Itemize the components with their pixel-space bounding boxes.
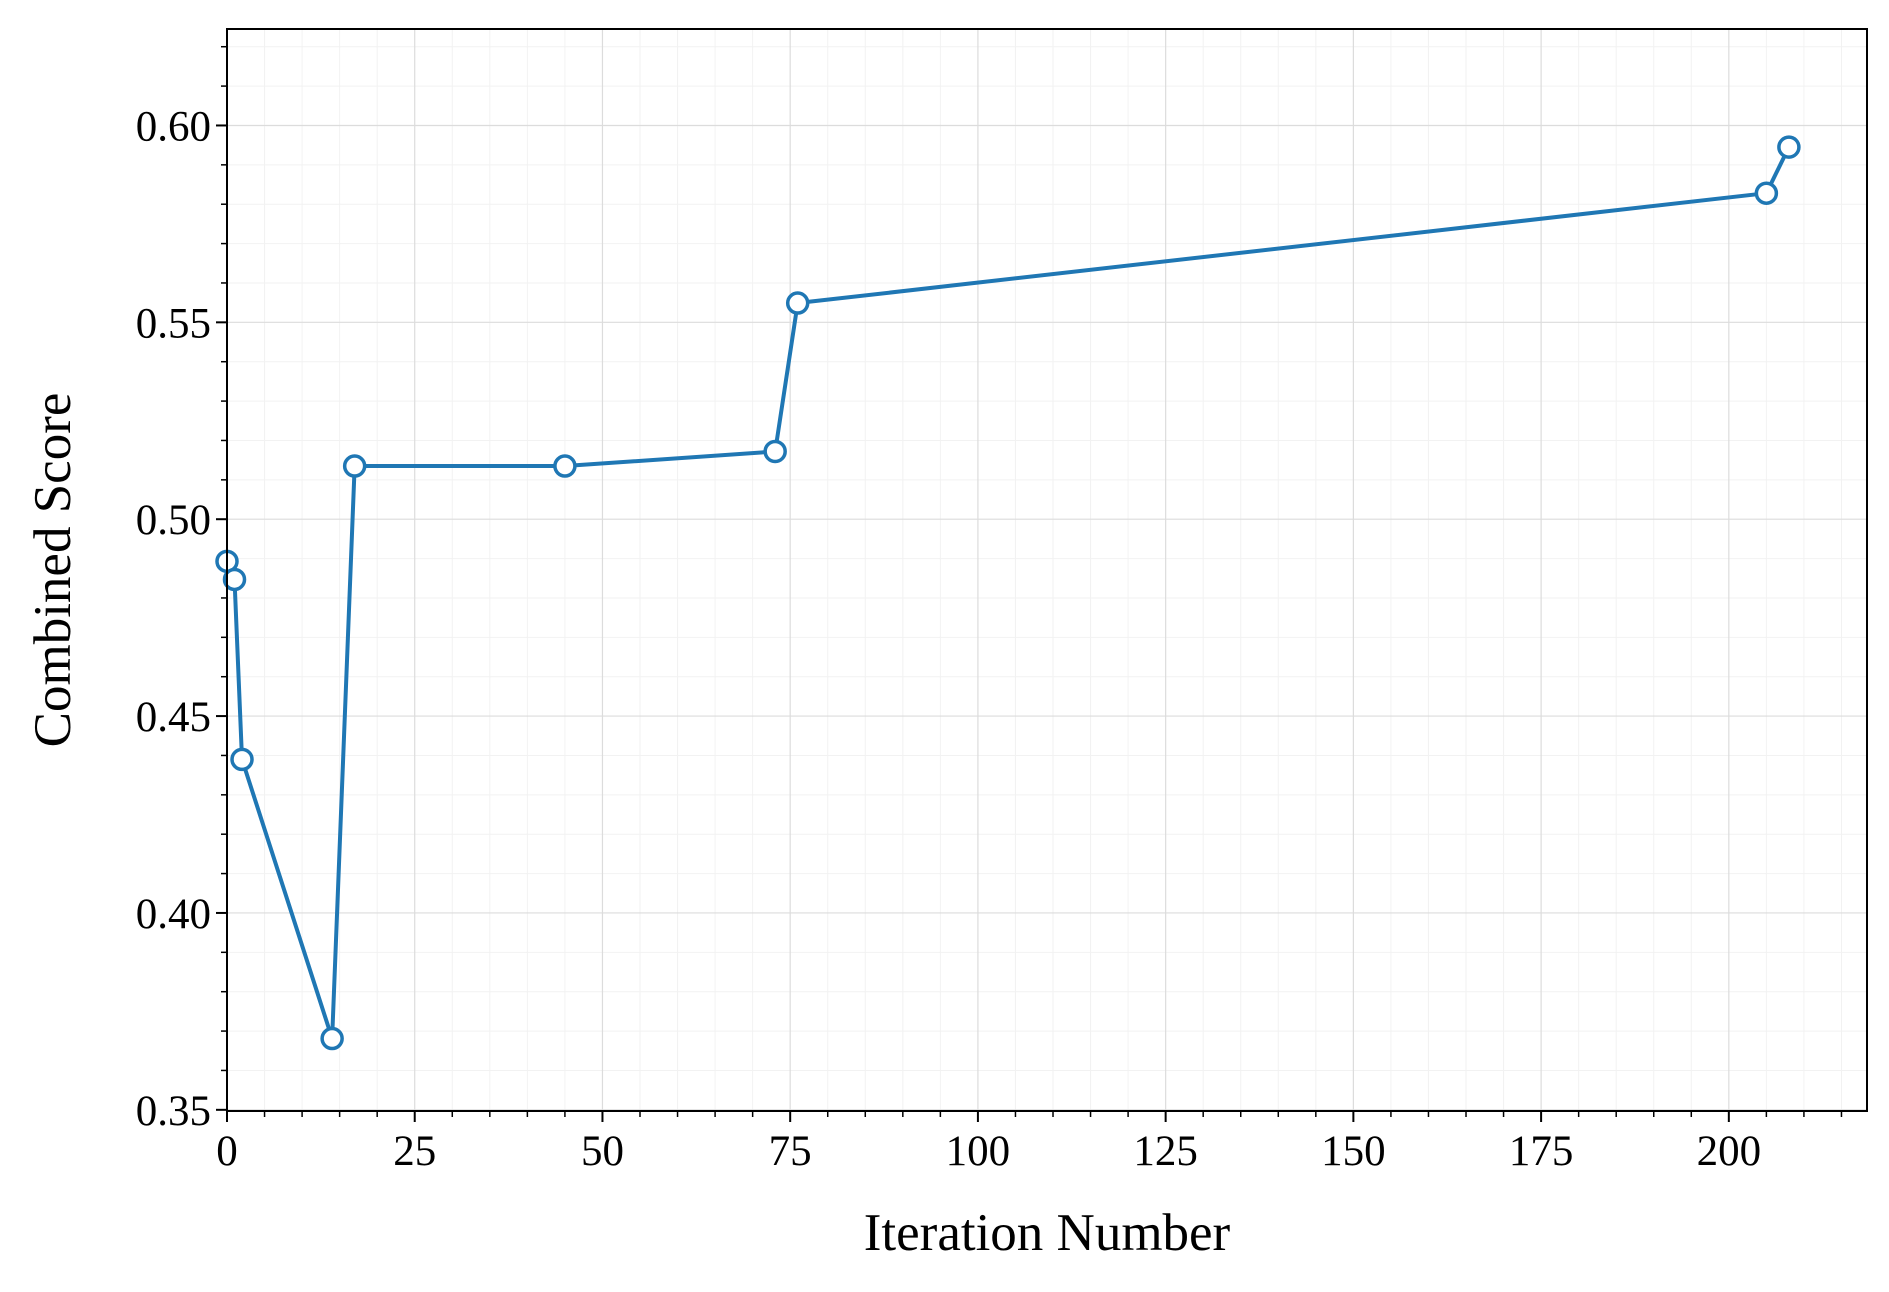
y-axis-label: Combined Score xyxy=(24,393,82,748)
y-tick-label: 0.35 xyxy=(136,1088,211,1135)
y-tick-label: 0.55 xyxy=(136,300,211,347)
point xyxy=(1777,135,1801,159)
y-tick-label: 0.45 xyxy=(136,694,211,741)
y-tick-label: 0.60 xyxy=(136,103,211,150)
x-tick-label: 25 xyxy=(393,1128,436,1175)
x-axis-label: Iteration Number xyxy=(864,1204,1231,1262)
point xyxy=(1754,181,1779,205)
x-tick-label: 200 xyxy=(1697,1128,1762,1175)
point xyxy=(553,454,577,478)
x-tick-label: 50 xyxy=(581,1128,624,1175)
point xyxy=(785,291,810,315)
x-tick-label: 75 xyxy=(769,1128,812,1175)
x-tick-label: 125 xyxy=(1133,1128,1198,1175)
y-tick-label: 0.50 xyxy=(136,497,211,544)
x-tick-label: 150 xyxy=(1321,1128,1386,1175)
point xyxy=(763,439,787,464)
y-tick-label: 0.40 xyxy=(136,891,211,938)
point xyxy=(230,747,254,772)
x-tick-label: 175 xyxy=(1509,1128,1574,1175)
x-tick-label: 100 xyxy=(946,1128,1011,1175)
point xyxy=(342,454,367,478)
plot-frame xyxy=(226,28,1868,1112)
point xyxy=(320,1026,344,1051)
point xyxy=(222,567,247,592)
series-line xyxy=(225,146,1791,1041)
x-tick-label: 0 xyxy=(216,1128,238,1175)
